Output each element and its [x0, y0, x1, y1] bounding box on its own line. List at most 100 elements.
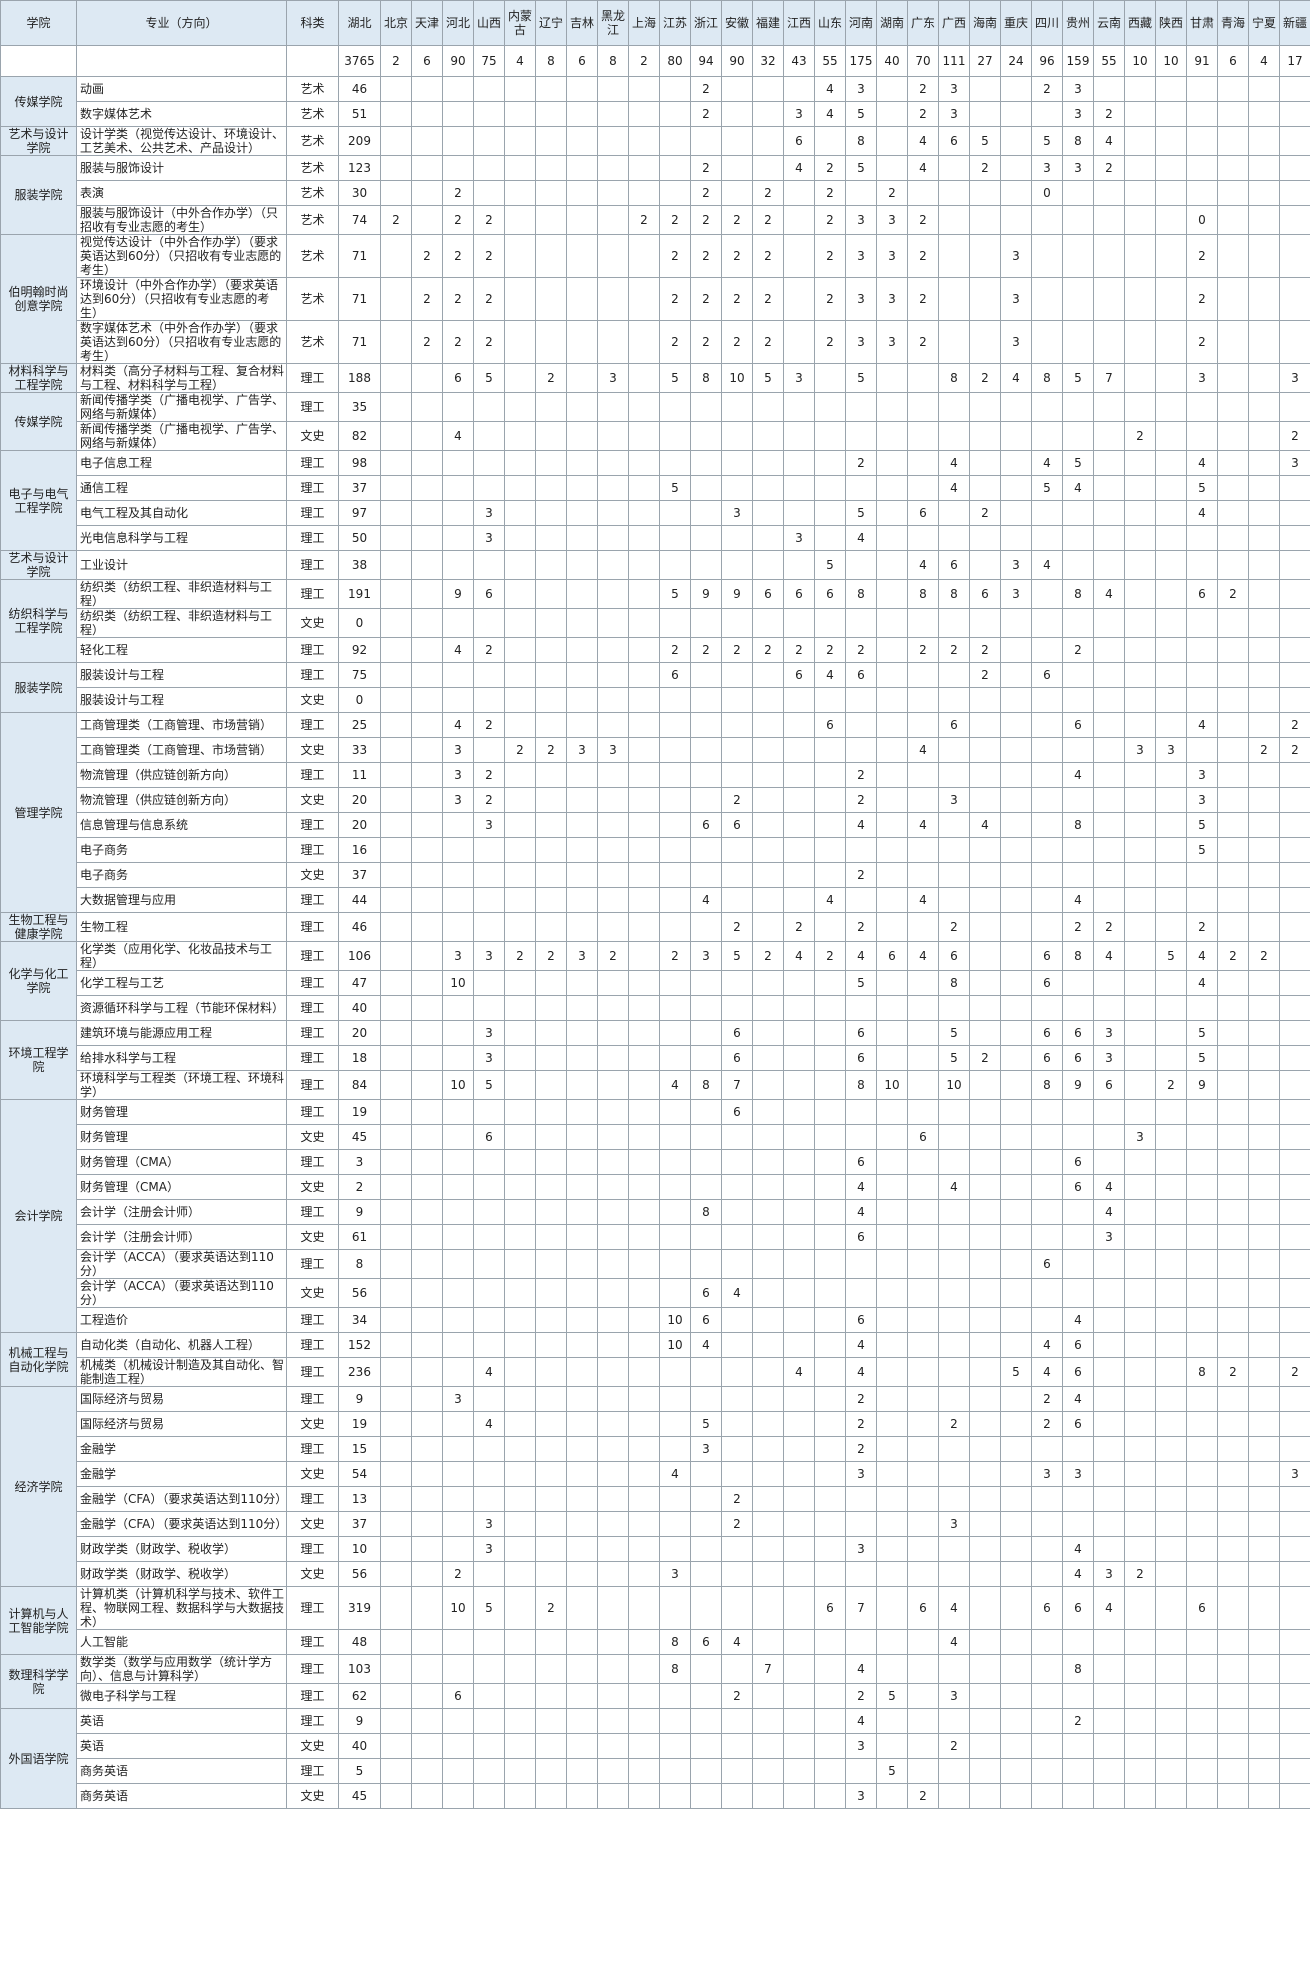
empty-cell [1217, 155, 1249, 181]
empty-cell [783, 862, 815, 888]
major-cell: 工业设计 [76, 550, 287, 580]
quota-cell: 2 [938, 912, 970, 942]
empty-cell [1000, 1332, 1032, 1358]
empty-cell [814, 737, 846, 763]
empty-cell [721, 1386, 753, 1412]
empty-cell [1000, 205, 1032, 235]
empty-cell [442, 1436, 474, 1462]
major-cell: 纺织类（纺织工程、非织造材料与工程） [76, 579, 287, 609]
empty-cell [411, 550, 443, 580]
empty-cell [1248, 1174, 1280, 1200]
college-cell: 计算机与人工智能学院 [0, 1586, 77, 1655]
empty-cell [1031, 1783, 1063, 1809]
empty-cell [504, 1486, 536, 1512]
type-cell: 理工 [286, 450, 339, 476]
empty-cell [969, 277, 1001, 321]
empty-cell [907, 762, 939, 788]
quota-total: 92 [338, 637, 381, 663]
empty-cell [783, 421, 815, 451]
empty-cell [938, 812, 970, 838]
empty-cell [1186, 637, 1218, 663]
empty-cell [721, 1758, 753, 1784]
quota-cell: 2 [504, 941, 536, 971]
empty-cell [907, 1561, 939, 1587]
major-row: 商务英语 文史 45 3 2 [1, 1783, 1310, 1809]
major-cell: 服装设计与工程 [76, 687, 287, 713]
empty-cell [1279, 1124, 1310, 1150]
empty-cell [535, 687, 567, 713]
empty-cell [411, 1099, 443, 1125]
quota-cell: 5 [938, 1045, 970, 1071]
empty-cell [783, 1486, 815, 1512]
quota-cell: 2 [504, 737, 536, 763]
quota-cell: 2 [969, 662, 1001, 688]
empty-cell [1186, 1683, 1218, 1709]
empty-cell [1186, 1224, 1218, 1250]
quota-cell: 4 [845, 941, 877, 971]
empty-cell [1186, 76, 1218, 102]
empty-cell [1155, 1249, 1187, 1279]
empty-cell [1124, 1149, 1156, 1175]
empty-cell [411, 887, 443, 913]
empty-cell [1279, 392, 1310, 422]
empty-cell [1155, 1045, 1187, 1071]
empty-cell [1124, 1224, 1156, 1250]
quota-cell: 4 [907, 737, 939, 763]
empty-cell [1124, 1307, 1156, 1333]
empty-cell [969, 712, 1001, 738]
empty-cell [1186, 1461, 1218, 1487]
empty-cell [690, 1586, 722, 1630]
column-header: 上海 [628, 0, 660, 46]
empty-cell [597, 1586, 629, 1630]
empty-cell [535, 1045, 567, 1071]
empty-cell [566, 363, 598, 393]
empty-cell [1031, 1654, 1063, 1684]
major-cell: 财政学类（财政学、税收学） [76, 1561, 287, 1587]
quota-cell: 3 [938, 101, 970, 127]
quota-cell: 5 [845, 500, 877, 526]
empty-cell [659, 1511, 691, 1537]
quota-cell: 6 [938, 941, 970, 971]
type-cell: 艺术 [286, 126, 339, 156]
empty-cell [504, 76, 536, 102]
type-cell: 理工 [286, 1149, 339, 1175]
quota-cell: 2 [659, 234, 691, 278]
empty-cell [1155, 712, 1187, 738]
quota-cell: 3 [1000, 320, 1032, 364]
quota-cell: 2 [783, 637, 815, 663]
type-cell: 文史 [286, 1278, 339, 1308]
empty-cell [473, 550, 505, 580]
major-row: 经济学院 国际经济与贸易 理工 9 3 2 2 4 [0, 1386, 1310, 1587]
empty-cell [1062, 737, 1094, 763]
empty-cell [628, 637, 660, 663]
empty-cell [690, 970, 722, 996]
empty-cell [876, 837, 908, 863]
empty-cell [938, 1386, 970, 1412]
empty-cell [504, 1386, 536, 1412]
empty-cell [380, 995, 412, 1021]
empty-cell [380, 277, 412, 321]
quota-cell: 3 [473, 1536, 505, 1562]
empty-cell [504, 579, 536, 609]
empty-cell [1186, 1733, 1218, 1759]
major-cell: 物流管理（供应链创新方向） [76, 762, 287, 788]
empty-cell [907, 1411, 939, 1437]
empty-cell [1031, 1174, 1063, 1200]
empty-cell [0, 45, 77, 77]
quota-cell: 4 [845, 1654, 877, 1684]
quota-cell: 8 [1062, 941, 1094, 971]
empty-cell [1248, 475, 1280, 501]
quota-cell: 2 [907, 76, 939, 102]
empty-cell [969, 941, 1001, 971]
major-cell: 给排水科学与工程 [76, 1045, 287, 1071]
empty-cell [1279, 550, 1310, 580]
empty-cell [907, 608, 939, 638]
empty-cell [690, 1708, 722, 1734]
empty-cell [876, 662, 908, 688]
empty-cell [1124, 941, 1156, 971]
empty-cell [1279, 1436, 1310, 1462]
empty-cell [504, 762, 536, 788]
empty-cell [1186, 1511, 1218, 1537]
major-cell: 化学工程与工艺 [76, 970, 287, 996]
empty-cell [1279, 579, 1310, 609]
